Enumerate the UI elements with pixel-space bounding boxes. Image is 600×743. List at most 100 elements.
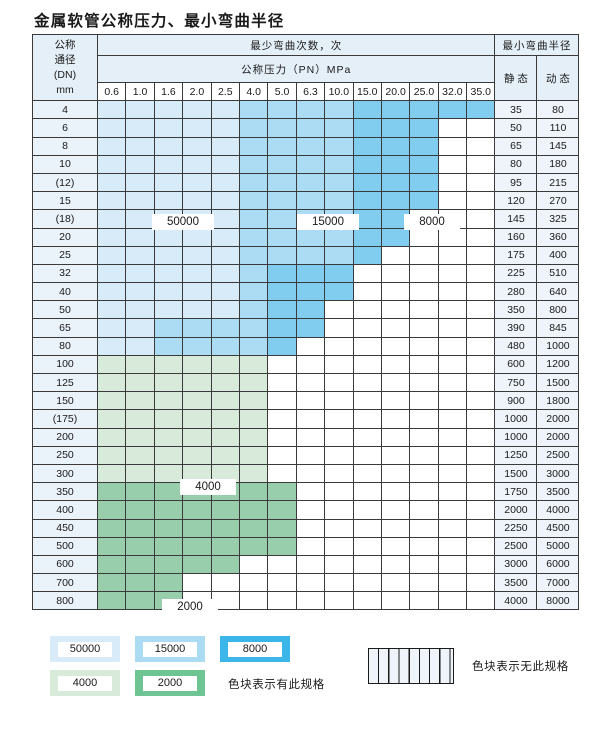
cell-dn150-pn1.6 (153, 391, 184, 411)
cell-dn8-pn2.5 (210, 136, 240, 156)
cell-dn500-pn6.3 (295, 536, 326, 556)
cell-dn(12)-pn35.0 (466, 172, 496, 193)
cell-dn400-pn2.5 (210, 500, 240, 520)
table-row: (175) 1000 2000 (32, 409, 580, 429)
cell-dn(18)-pn20.0 (380, 209, 411, 229)
radius-static-(175): 1000 (494, 409, 538, 429)
cell-dn600-pn5.0 (267, 554, 297, 575)
cell-dn6-pn1.0 (125, 118, 155, 138)
dn-label-(175): (175) (32, 409, 98, 429)
cell-dn300-pn35.0 (466, 463, 496, 484)
cell-dn350-pn5.0 (267, 482, 297, 502)
cell-dn32-pn6.3 (295, 263, 326, 284)
cell-dn80-pn15.0 (352, 336, 382, 356)
cell-dn125-pn4.0 (238, 372, 269, 393)
cell-dn15-pn20.0 (380, 191, 411, 211)
cell-dn600-pn32.0 (437, 554, 468, 575)
radius-dynamic-25: 400 (536, 245, 580, 265)
cell-dn80-pn20.0 (380, 336, 411, 356)
cell-dn800-pn32.0 (437, 591, 468, 611)
cell-dn(175)-pn25.0 (409, 409, 439, 429)
radius-dynamic-600: 6000 (536, 554, 580, 575)
cell-dn32-pn4.0 (238, 263, 269, 284)
cell-dn100-pn35.0 (466, 354, 496, 375)
cell-dn250-pn35.0 (466, 445, 496, 465)
cell-dn(18)-pn15.0 (352, 209, 382, 229)
cell-dn300-pn1.6 (153, 463, 184, 484)
cell-dn15-pn1.6 (153, 191, 184, 211)
legend-swatch-8000-label: 8000 (228, 641, 282, 657)
cell-dn15-pn32.0 (437, 191, 468, 211)
radius-dynamic-(12): 215 (536, 172, 580, 193)
radius-dynamic-250: 2500 (536, 445, 580, 465)
cell-dn10-pn32.0 (437, 154, 468, 174)
pressure-col-header-35.0: 35.0 (466, 81, 496, 102)
cell-dn300-pn0.6 (96, 463, 127, 484)
table-row: 600 3000 6000 (32, 554, 580, 575)
cell-dn25-pn25.0 (409, 245, 439, 265)
cell-dn(12)-pn0.6 (96, 172, 127, 193)
cell-dn700-pn0.6 (96, 573, 127, 593)
cell-dn8-pn25.0 (409, 136, 439, 156)
cell-dn125-pn2.5 (210, 372, 240, 393)
radius-dynamic-6: 110 (536, 118, 580, 138)
cell-dn65-pn10.0 (324, 318, 354, 338)
cell-dn250-pn25.0 (409, 445, 439, 465)
cell-dn50-pn2.0 (182, 300, 212, 320)
cell-dn150-pn10.0 (324, 391, 354, 411)
pressure-col-header-32.0: 32.0 (437, 81, 468, 102)
radius-dynamic-10: 180 (536, 154, 580, 174)
cell-dn150-pn20.0 (380, 391, 411, 411)
cell-dn150-pn25.0 (409, 391, 439, 411)
cell-dn800-pn4.0 (238, 591, 269, 611)
pressure-header: 公称压力（PN）MPa (96, 55, 496, 83)
radius-static-700: 3500 (494, 573, 538, 593)
cell-dn10-pn0.6 (96, 154, 127, 174)
table-row: 6 50 110 (32, 118, 580, 138)
cell-dn40-pn1.0 (125, 282, 155, 302)
cell-dn(175)-pn10.0 (324, 409, 354, 429)
cell-dn600-pn6.3 (295, 554, 326, 575)
cell-dn8-pn10.0 (324, 136, 354, 156)
cell-dn65-pn15.0 (352, 318, 382, 338)
cell-dn500-pn20.0 (380, 536, 411, 556)
cell-dn200-pn25.0 (409, 427, 439, 447)
cell-dn(18)-pn2.5 (210, 209, 240, 229)
cell-dn50-pn2.5 (210, 300, 240, 320)
cell-dn450-pn1.0 (125, 518, 155, 538)
cell-dn125-pn1.0 (125, 372, 155, 393)
cell-dn4-pn2.0 (182, 100, 212, 120)
cell-dn6-pn10.0 (324, 118, 354, 138)
cell-dn(12)-pn1.0 (125, 172, 155, 193)
cell-dn40-pn6.3 (295, 282, 326, 302)
cell-dn20-pn35.0 (466, 227, 496, 247)
cell-dn20-pn2.0 (182, 227, 212, 247)
radius-dynamic-50: 800 (536, 300, 580, 320)
header-row-3: 0.6 1.0 1.6 2.0 2.5 4.0 5.0 6.3 10.0 15.0 20.0 25.0… (33, 81, 579, 102)
cell-dn25-pn6.3 (295, 245, 326, 265)
dn-label-15: 15 (32, 191, 98, 211)
cell-dn200-pn4.0 (238, 427, 269, 447)
cell-dn(175)-pn5.0 (267, 409, 297, 429)
radius-dynamic-700: 7000 (536, 573, 580, 593)
cell-dn(18)-pn0.6 (96, 209, 127, 229)
cell-dn350-pn4.0 (238, 482, 269, 502)
radius-dynamic-4: 80 (536, 100, 580, 120)
cell-dn32-pn1.6 (153, 263, 184, 284)
cell-dn300-pn32.0 (437, 463, 468, 484)
spec-table: 公称 通径 (DN) mm 最少弯曲次数，次 最小弯曲半径 公称压力（PN）MP… (32, 33, 580, 611)
cell-dn100-pn4.0 (238, 354, 269, 375)
cell-dn500-pn10.0 (324, 536, 354, 556)
cell-dn400-pn4.0 (238, 500, 269, 520)
cell-dn4-pn0.6 (96, 100, 127, 120)
table-row: 20 160 360 (32, 227, 580, 247)
cell-dn700-pn5.0 (267, 573, 297, 593)
radius-static-300: 1500 (494, 463, 538, 484)
cell-dn500-pn35.0 (466, 536, 496, 556)
cell-dn250-pn6.3 (295, 445, 326, 465)
cell-dn(12)-pn2.5 (210, 172, 240, 193)
table-row: 200 1000 2000 (32, 427, 580, 447)
table-row: 500 2500 5000 (32, 536, 580, 556)
cell-dn600-pn20.0 (380, 554, 411, 575)
cell-dn10-pn20.0 (380, 154, 411, 174)
